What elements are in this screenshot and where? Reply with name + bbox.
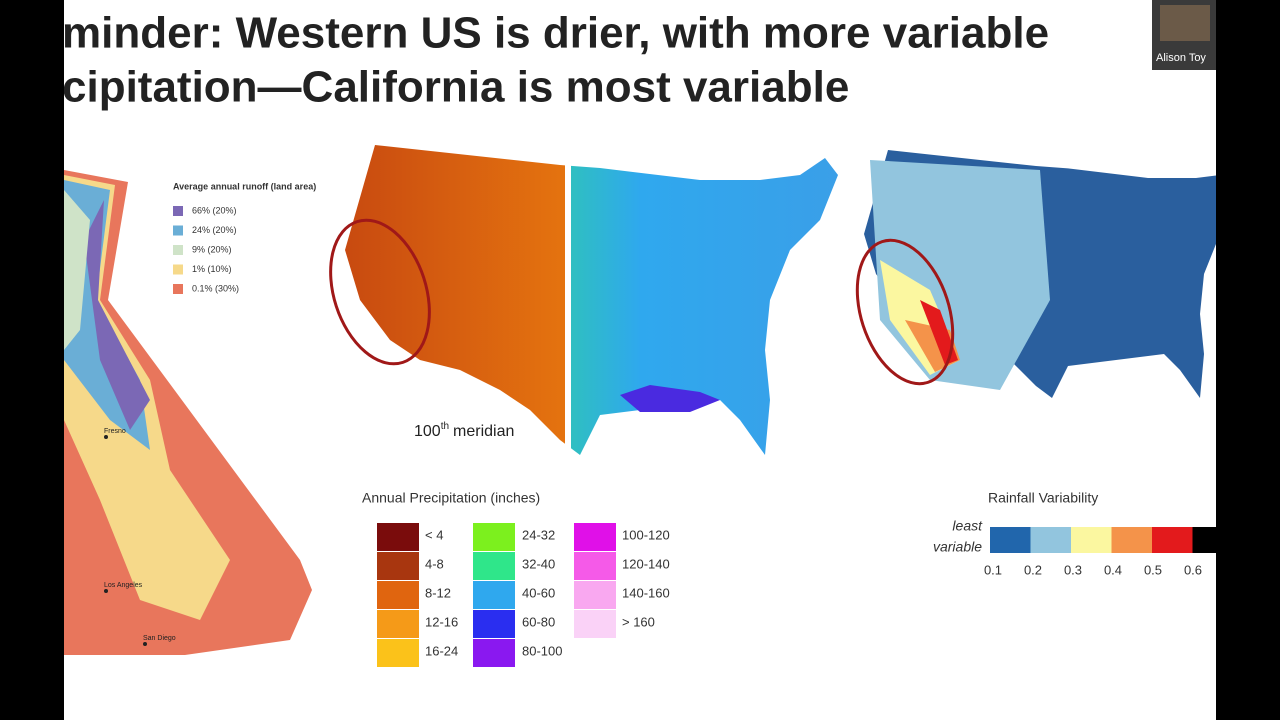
legend-label: 140-160 [622, 585, 670, 600]
legend-swatch [173, 264, 183, 275]
legend-swatch [173, 206, 183, 216]
legend-swatch [173, 225, 183, 236]
legend-label: 66% (20%) [192, 205, 237, 215]
legend-label: 24% (20%) [192, 225, 237, 235]
city-dot [104, 435, 108, 439]
legend-tick: 0.4 [1104, 562, 1122, 577]
participant-name: Alison Toy [1156, 52, 1206, 64]
legend-swatch [377, 581, 419, 609]
precipitation-map: 100th meridian [329, 145, 838, 455]
legend-label: 32-40 [522, 556, 555, 571]
legend-tick: 0.3 [1064, 562, 1082, 577]
legend-swatch [473, 581, 515, 609]
legend-swatch [473, 639, 515, 667]
city-dot [104, 589, 108, 593]
legend-swatch [1071, 527, 1112, 553]
legend-label: 1% (10%) [192, 264, 232, 274]
legend-swatch [1111, 527, 1152, 553]
legend-swatch [377, 523, 419, 551]
legend-swatch [574, 610, 616, 638]
legend-swatch [377, 610, 419, 638]
legend-label: 0.1% (30%) [192, 283, 239, 293]
legend-swatch [990, 527, 1031, 553]
legend-swatch [377, 552, 419, 580]
legend-label: 120-140 [622, 556, 670, 571]
city-dot [143, 642, 147, 646]
legend-swatch [1030, 527, 1071, 553]
legend-tick: 0.5 [1144, 562, 1162, 577]
legend-swatch [173, 245, 183, 255]
variability-map [855, 150, 1216, 398]
city-label: Fresno [104, 428, 126, 435]
least-label: least [952, 518, 983, 534]
legend-label: < 4 [425, 527, 443, 542]
meridian-suffix: th [441, 421, 449, 432]
legend-tick: 0.2 [1024, 562, 1042, 577]
slide-content: minder: Western US is drier, with more v… [62, 9, 1216, 667]
precipitation-legend: Annual Precipitation (inches) < 4 4-8 8-12… [362, 490, 670, 667]
legend-label: 12-16 [425, 614, 458, 629]
legend-swatch [473, 552, 515, 580]
legend-label: 60-80 [522, 614, 555, 629]
slide-title: minder: Western US is drier, with more v… [62, 9, 1049, 58]
legend-label: > 160 [622, 614, 655, 629]
legend-label: 4-8 [425, 556, 444, 571]
legend-label: 16-24 [425, 643, 458, 658]
legend-swatch [574, 552, 616, 580]
legend-label: 100-120 [622, 527, 670, 542]
legend-swatch [377, 639, 419, 667]
legend-label: 9% (20%) [192, 244, 232, 254]
variability-legend: Rainfall Variability least variable 0.1 0… [933, 490, 1216, 577]
legend-title: Average annual runoff (land area) [173, 181, 316, 191]
city-label: Los Angeles [104, 582, 143, 589]
legend-title: Rainfall Variability [988, 490, 1098, 506]
legend-tick: 0.6 [1184, 562, 1202, 577]
legend-tick: 0.1 [984, 562, 1002, 577]
meridian-number: 100 [414, 423, 441, 440]
least-label: variable [933, 539, 982, 555]
legend-swatch [1192, 527, 1216, 553]
city-label: San Diego [143, 635, 176, 642]
runoff-map [64, 170, 312, 655]
legend-swatch [473, 610, 515, 638]
legend-swatch [1152, 527, 1193, 553]
meridian-label: 100th meridian [414, 421, 514, 441]
legend-label: 80-100 [522, 643, 562, 658]
legend-swatch [574, 581, 616, 609]
legend-label: 8-12 [425, 585, 451, 600]
runoff-legend: Average annual runoff (land area) 66% (2… [173, 181, 316, 294]
legend-label: 40-60 [522, 585, 555, 600]
legend-label: 24-32 [522, 527, 555, 542]
slide-title: cipitation—California is most variable [62, 63, 849, 112]
legend-title: Annual Precipitation (inches) [362, 490, 540, 506]
legend-swatch [173, 284, 183, 294]
video-tile: Alison Toy [1152, 0, 1216, 70]
legend-swatch [473, 523, 515, 551]
meridian-word: meridian [453, 423, 514, 440]
legend-swatch [574, 523, 616, 551]
